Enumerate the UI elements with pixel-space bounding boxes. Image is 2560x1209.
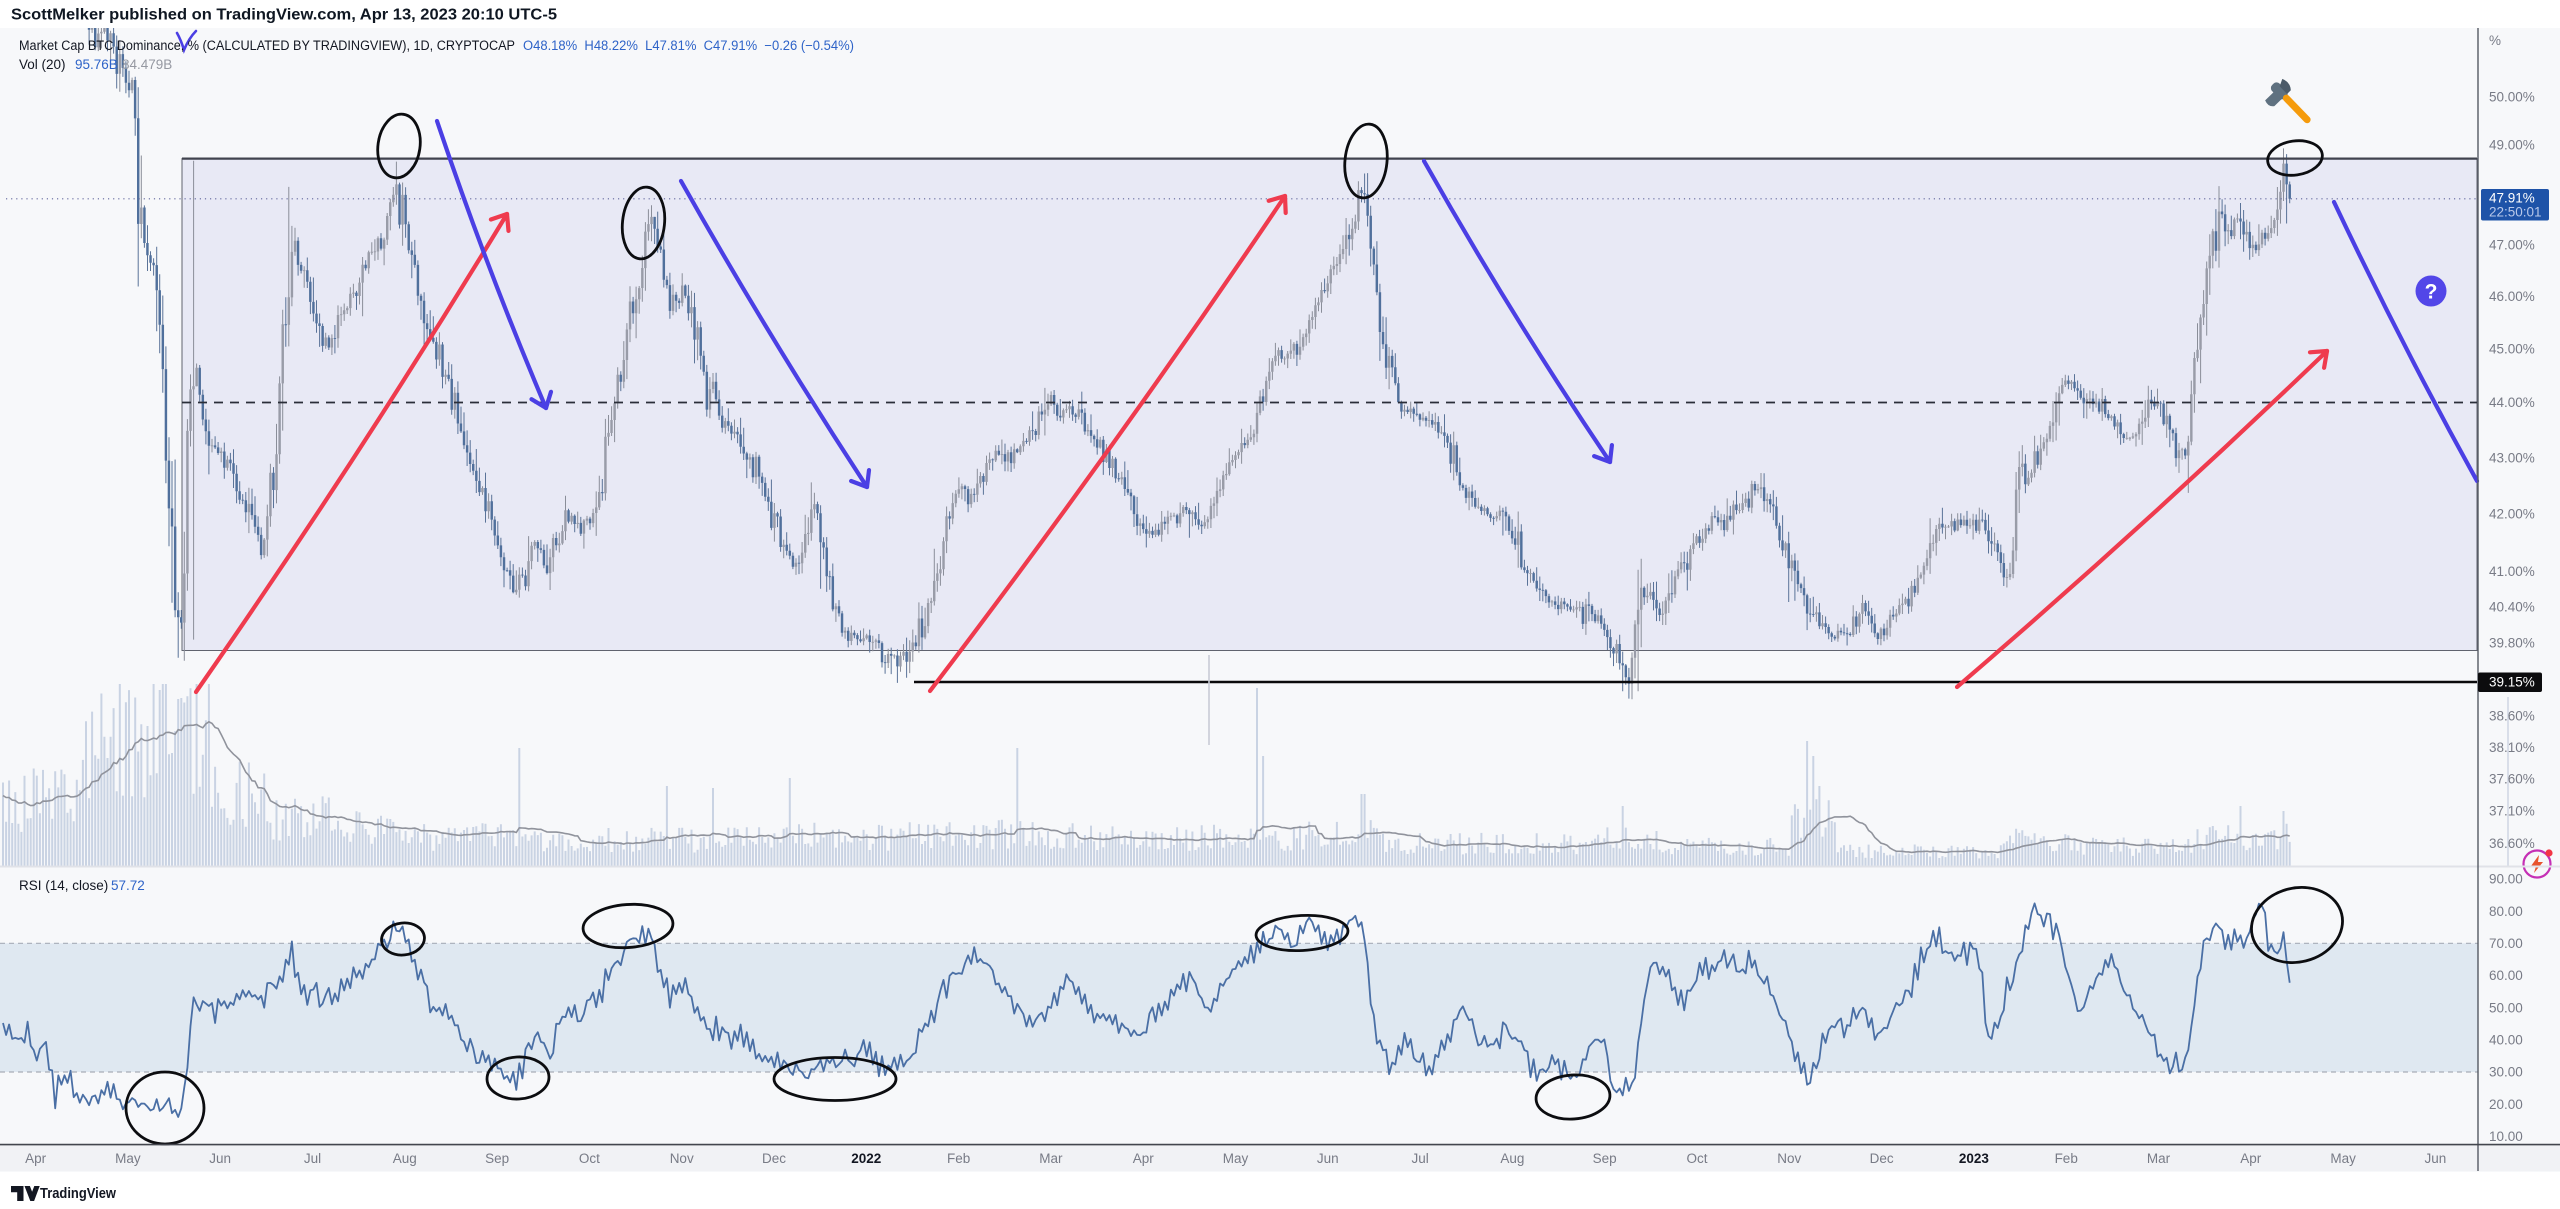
- svg-text:RSI (14, close): RSI (14, close): [19, 878, 108, 893]
- svg-text:40.40%: 40.40%: [2489, 600, 2535, 615]
- svg-text:20.00: 20.00: [2489, 1097, 2523, 1112]
- svg-text:47.91%: 47.91%: [2489, 191, 2535, 206]
- svg-text:Dec: Dec: [762, 1151, 786, 1166]
- svg-text:May: May: [1223, 1151, 1249, 1166]
- svg-text:43.00%: 43.00%: [2489, 450, 2535, 465]
- svg-text:42.00%: 42.00%: [2489, 507, 2535, 522]
- svg-text:47.00%: 47.00%: [2489, 237, 2535, 252]
- svg-text:Vol (20): Vol (20): [19, 57, 66, 72]
- svg-text:Jun: Jun: [2425, 1151, 2447, 1166]
- svg-text:40.00: 40.00: [2489, 1033, 2523, 1048]
- svg-text:Sep: Sep: [1593, 1151, 1617, 1166]
- svg-text:95.76B: 95.76B: [75, 57, 118, 72]
- svg-text:36.60%: 36.60%: [2489, 836, 2535, 851]
- svg-text:46.00%: 46.00%: [2489, 289, 2535, 304]
- svg-text:TradingView: TradingView: [40, 1185, 116, 1202]
- svg-text:90.00: 90.00: [2489, 872, 2523, 887]
- svg-text:May: May: [2330, 1151, 2356, 1166]
- svg-text:Oct: Oct: [1686, 1151, 1707, 1166]
- svg-text:Market Cap BTC Dominance, % (C: Market Cap BTC Dominance, % (CALCULATED …: [19, 38, 515, 53]
- svg-text:%: %: [2489, 33, 2501, 48]
- svg-text:2022: 2022: [851, 1151, 881, 1166]
- svg-text:O48.18% H48.22% L47.81% C47: O48.18% H48.22% L47.81% C47.91% −0.26 (−…: [523, 38, 854, 53]
- svg-text:30.00: 30.00: [2489, 1065, 2523, 1080]
- svg-text:Dec: Dec: [1870, 1151, 1894, 1166]
- svg-text:10.00: 10.00: [2489, 1129, 2523, 1144]
- svg-text:Aug: Aug: [1500, 1151, 1524, 1166]
- svg-text:45.00%: 45.00%: [2489, 342, 2535, 357]
- svg-text:Jul: Jul: [1411, 1151, 1428, 1166]
- svg-text:70.00: 70.00: [2489, 936, 2523, 951]
- svg-text:Nov: Nov: [1777, 1151, 1801, 1166]
- svg-text:Sep: Sep: [485, 1151, 509, 1166]
- svg-text:84.479B: 84.479B: [122, 57, 172, 72]
- svg-text:Feb: Feb: [2055, 1151, 2078, 1166]
- svg-text:80.00: 80.00: [2489, 904, 2523, 919]
- svg-text:Apr: Apr: [2240, 1151, 2262, 1166]
- svg-text:60.00: 60.00: [2489, 968, 2523, 983]
- svg-text:ScottMelker published on Tradi: ScottMelker published on TradingView.com…: [11, 7, 557, 24]
- svg-text:44.00%: 44.00%: [2489, 395, 2535, 410]
- svg-text:Jun: Jun: [209, 1151, 231, 1166]
- svg-text:22:50:01: 22:50:01: [2489, 205, 2542, 220]
- svg-text:?: ?: [2425, 281, 2438, 304]
- svg-text:38.60%: 38.60%: [2489, 709, 2535, 724]
- svg-text:39.80%: 39.80%: [2489, 635, 2535, 650]
- svg-text:Feb: Feb: [947, 1151, 970, 1166]
- svg-text:Apr: Apr: [25, 1151, 47, 1166]
- svg-text:Apr: Apr: [1133, 1151, 1155, 1166]
- svg-text:Mar: Mar: [1039, 1151, 1063, 1166]
- svg-text:50.00%: 50.00%: [2489, 89, 2535, 104]
- svg-text:38.10%: 38.10%: [2489, 740, 2535, 755]
- svg-text:Jul: Jul: [304, 1151, 321, 1166]
- svg-text:2023: 2023: [1959, 1151, 1990, 1166]
- svg-text:50.00: 50.00: [2489, 1000, 2523, 1015]
- svg-text:May: May: [115, 1151, 141, 1166]
- svg-text:Aug: Aug: [393, 1151, 417, 1166]
- svg-text:Nov: Nov: [670, 1151, 694, 1166]
- svg-text:41.00%: 41.00%: [2489, 564, 2535, 579]
- svg-text:49.00%: 49.00%: [2489, 138, 2535, 153]
- svg-text:Jun: Jun: [1317, 1151, 1339, 1166]
- svg-text:37.10%: 37.10%: [2489, 803, 2535, 818]
- svg-text:39.15%: 39.15%: [2489, 675, 2535, 690]
- svg-text:Mar: Mar: [2147, 1151, 2171, 1166]
- svg-text:57.72: 57.72: [111, 878, 145, 893]
- svg-text:37.60%: 37.60%: [2489, 771, 2535, 786]
- svg-text:Oct: Oct: [579, 1151, 600, 1166]
